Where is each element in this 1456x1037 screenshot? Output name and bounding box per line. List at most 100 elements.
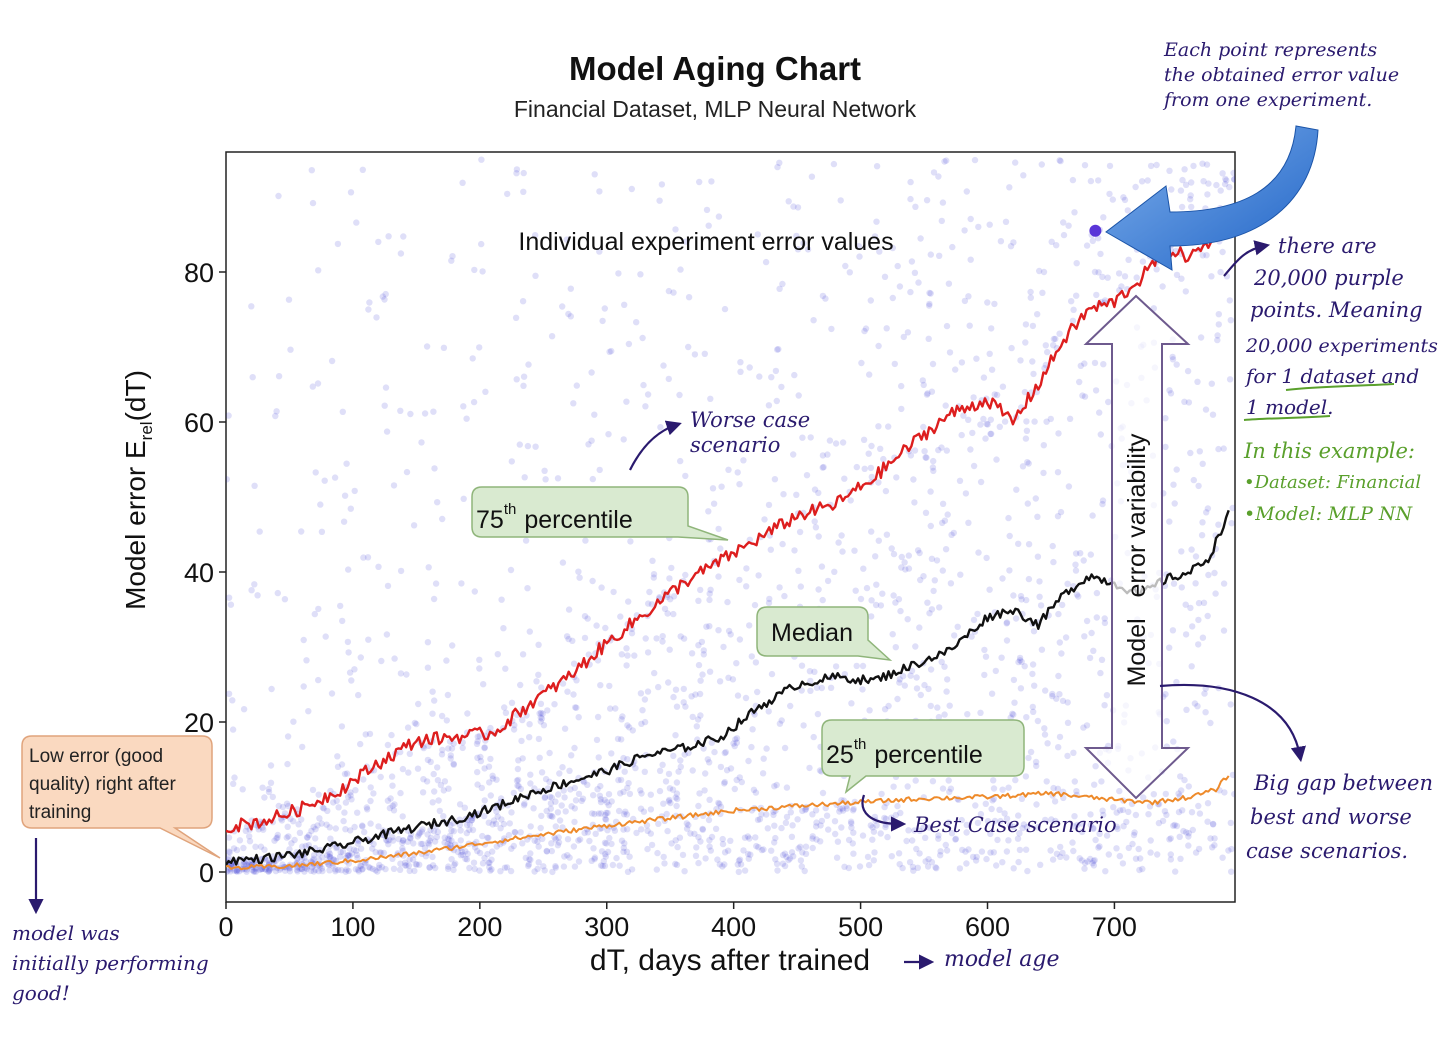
scatter-point (697, 677, 704, 684)
scatter-point (1088, 629, 1095, 637)
scatter-point (555, 839, 563, 846)
scatter-point (510, 726, 518, 733)
scatter-point (344, 638, 352, 646)
scatter-point (1185, 833, 1192, 840)
scatter-point (595, 810, 602, 817)
scatter-point (1181, 776, 1188, 784)
scatter-point (376, 849, 384, 856)
scatter-point (626, 853, 633, 860)
scatter-point (885, 702, 892, 710)
scatter-point (913, 685, 921, 692)
scatter-point (601, 862, 609, 870)
scatter-point (1162, 415, 1169, 422)
scatter-point (945, 280, 953, 287)
scatter-point (570, 660, 578, 667)
scatter-point (240, 861, 247, 868)
scatter-point (746, 622, 753, 629)
scatter-point (697, 712, 704, 719)
callout-25th-number: 25 (826, 741, 854, 769)
scatter-point (362, 860, 369, 867)
scatter-point (736, 636, 744, 643)
scatter-point (699, 826, 706, 833)
scatter-point (410, 840, 417, 847)
scatter-point (707, 586, 714, 593)
scatter-point (431, 788, 438, 795)
scatter-point (721, 780, 728, 787)
scatter-point (847, 818, 855, 825)
scatter-point (486, 859, 493, 866)
scatter-point (597, 796, 604, 803)
scatter-point (915, 279, 922, 286)
scatter-point (510, 789, 517, 797)
y-axis-label: Model error Erel(dT) (120, 370, 156, 610)
scatter-point (941, 711, 948, 718)
scatter-point (870, 828, 878, 835)
scatter-point (565, 635, 572, 643)
scatter-point (548, 840, 555, 847)
scatter-point (566, 854, 573, 861)
scatter-point (1022, 596, 1030, 604)
scatter-point (382, 865, 389, 873)
scatter-point (1211, 835, 1218, 842)
scatter-point (1214, 336, 1221, 344)
scatter-point (332, 866, 339, 873)
scatter-point (544, 707, 551, 714)
scatter-point (896, 676, 903, 683)
scatter-point (311, 610, 318, 618)
scatter-point (668, 840, 675, 847)
scatter-point (814, 710, 822, 718)
scatter-point (615, 776, 622, 784)
scatter-point (481, 765, 488, 772)
scatter-point (795, 845, 802, 852)
scatter-point (705, 508, 712, 515)
scatter-point (1049, 690, 1056, 698)
scatter-point (930, 587, 937, 595)
scatter-point (457, 852, 465, 859)
scatter-point (319, 867, 326, 875)
scatter-point (310, 855, 317, 862)
scatter-point (397, 250, 405, 257)
scatter-point (353, 219, 360, 226)
scatter-point (1222, 175, 1229, 183)
scatter-point (535, 735, 543, 743)
scatter-point (729, 676, 737, 683)
scatter-point (283, 834, 290, 841)
scatter-point (359, 822, 366, 829)
scatter-point (1162, 790, 1170, 798)
scatter-point (856, 863, 864, 870)
scatter-point (1185, 399, 1193, 406)
scatter-point (260, 826, 267, 833)
scatter-point (346, 669, 354, 676)
scatter-point (832, 830, 839, 838)
scatter-point (1031, 418, 1038, 425)
scatter-point (399, 845, 406, 852)
scatter-point (705, 816, 713, 824)
scatter-point (610, 588, 617, 596)
scatter-point (397, 860, 404, 867)
scatter-point (768, 374, 775, 381)
scatter-point (1215, 445, 1222, 453)
scatter-point (402, 862, 409, 869)
scatter-point (414, 833, 421, 840)
scatter-point (963, 860, 970, 867)
scatter-point (655, 820, 662, 827)
scatter-point (1198, 532, 1206, 539)
scatter-point (375, 238, 382, 246)
scatter-point (477, 757, 485, 765)
scatter-point (637, 805, 645, 812)
scatter-point (1039, 289, 1046, 296)
scatter-point (797, 857, 805, 864)
scatter-point (935, 446, 942, 454)
scatter-point (656, 767, 664, 774)
scatter-point (397, 567, 405, 575)
scatter-point (1173, 466, 1180, 473)
scatter-point (967, 215, 974, 223)
scatter-point (563, 236, 570, 243)
scatter-point (462, 855, 469, 863)
scatter-point (628, 866, 636, 873)
scatter-point (1191, 700, 1199, 707)
scatter-point (806, 764, 813, 772)
scatter-point (284, 823, 291, 830)
scatter-point (1202, 406, 1210, 413)
scatter-point (1006, 567, 1013, 574)
